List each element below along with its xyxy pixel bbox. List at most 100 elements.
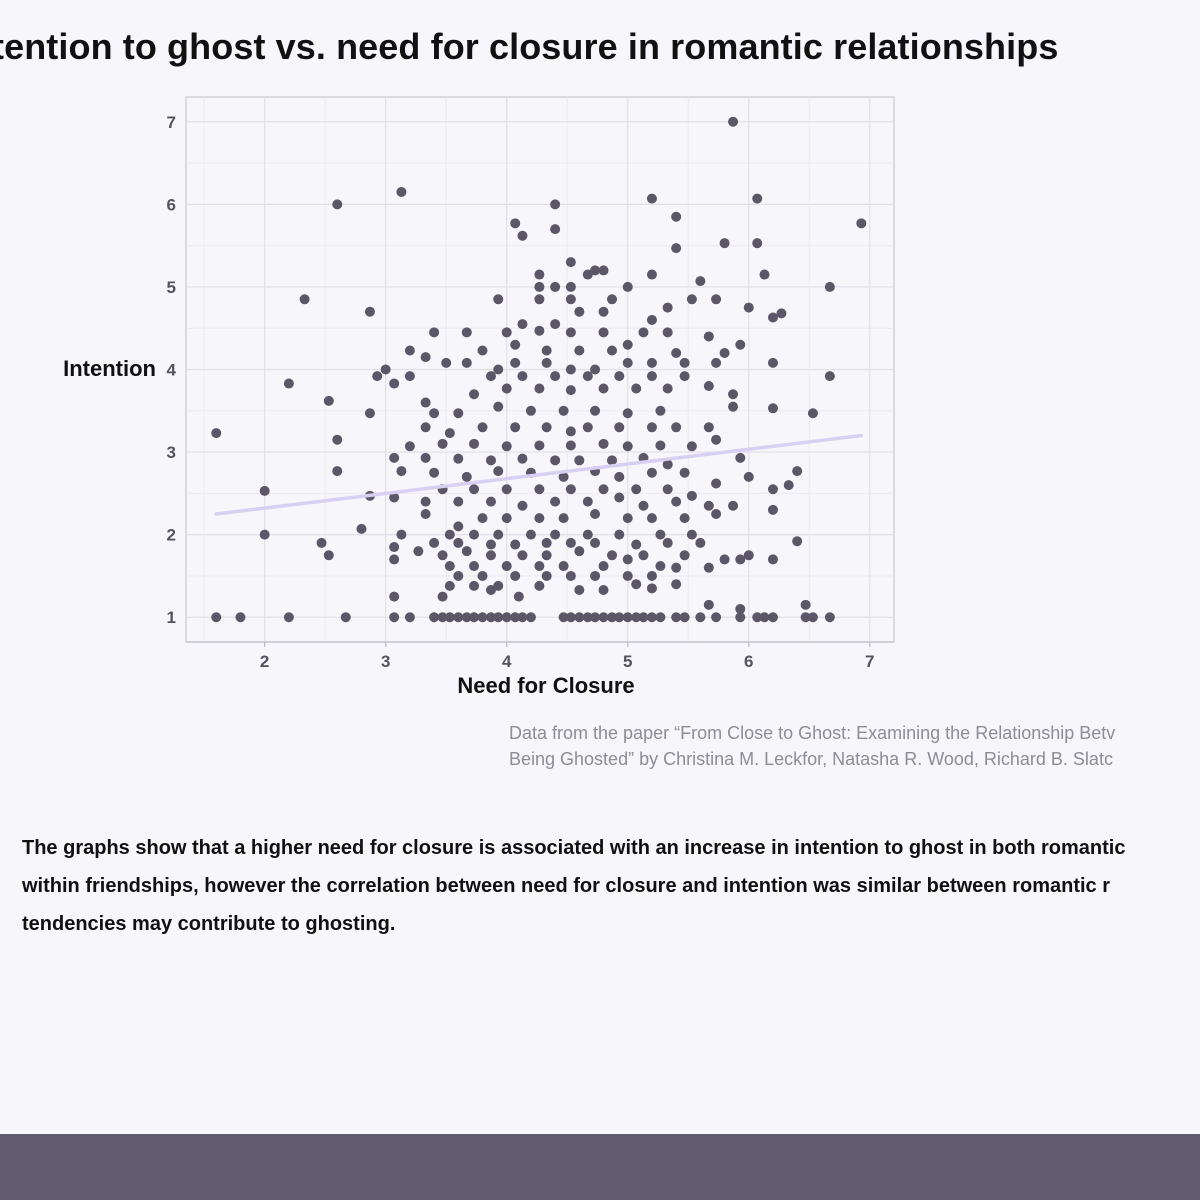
data-point	[582, 496, 593, 507]
data-point	[485, 455, 496, 466]
data-point	[767, 484, 778, 495]
data-point	[655, 405, 666, 416]
data-point	[517, 453, 528, 464]
data-point	[259, 485, 270, 496]
data-point	[340, 612, 351, 623]
data-point	[453, 496, 464, 507]
data-point	[646, 269, 657, 280]
data-point	[807, 408, 818, 419]
data-point	[510, 422, 521, 433]
data-point	[752, 193, 763, 204]
data-point	[695, 537, 706, 548]
data-point	[679, 371, 690, 382]
data-point	[662, 484, 673, 495]
data-point	[469, 612, 480, 623]
data-point	[550, 319, 561, 330]
data-point	[517, 500, 528, 511]
data-point	[565, 294, 576, 305]
data-point	[590, 265, 601, 276]
data-point	[671, 612, 682, 623]
data-point	[598, 484, 609, 495]
data-point	[513, 591, 524, 602]
data-point	[389, 452, 400, 463]
data-point	[614, 612, 625, 623]
x-tick-label: 3	[381, 652, 390, 671]
data-point	[501, 484, 512, 495]
data-point	[485, 612, 496, 623]
data-point	[646, 467, 657, 478]
data-point	[856, 218, 867, 229]
data-point	[800, 599, 811, 610]
data-point	[510, 539, 521, 550]
data-point	[671, 579, 682, 590]
data-point	[534, 440, 545, 451]
data-point	[631, 484, 642, 495]
data-point	[501, 441, 512, 452]
data-point	[607, 612, 618, 623]
data-point	[558, 561, 569, 572]
data-point	[444, 612, 455, 623]
data-point	[711, 478, 722, 489]
data-point	[453, 408, 464, 419]
data-point	[655, 529, 666, 540]
data-point	[767, 403, 778, 414]
data-point	[453, 521, 464, 532]
data-point	[389, 492, 400, 503]
data-point	[582, 529, 593, 540]
data-point	[598, 383, 609, 394]
data-point	[501, 513, 512, 524]
data-point	[646, 193, 657, 204]
data-point	[469, 389, 480, 400]
data-point	[655, 612, 666, 623]
data-point	[517, 319, 528, 330]
data-point	[679, 612, 690, 623]
data-point	[356, 523, 367, 534]
data-point	[558, 471, 569, 482]
data-point	[477, 422, 488, 433]
data-point	[444, 580, 455, 591]
data-point	[493, 612, 504, 623]
data-point	[558, 513, 569, 524]
data-point	[686, 441, 697, 452]
data-point	[493, 364, 504, 375]
data-point	[735, 612, 746, 623]
data-point	[631, 539, 642, 550]
data-point	[767, 357, 778, 368]
data-point	[396, 186, 407, 197]
data-point	[510, 570, 521, 581]
data-point	[752, 238, 763, 249]
data-point	[525, 612, 536, 623]
data-point	[429, 612, 440, 623]
data-point	[622, 408, 633, 419]
data-point	[534, 269, 545, 280]
data-point	[453, 453, 464, 464]
data-point	[510, 218, 521, 229]
data-point	[598, 265, 609, 276]
data-point	[485, 550, 496, 561]
data-point	[638, 500, 649, 511]
data-point	[598, 612, 609, 623]
data-point	[541, 345, 552, 356]
data-point	[638, 612, 649, 623]
data-point	[622, 570, 633, 581]
data-point	[404, 612, 415, 623]
data-point	[590, 405, 601, 416]
data-point	[316, 537, 327, 548]
data-point	[614, 529, 625, 540]
data-point	[703, 381, 714, 392]
data-point	[574, 584, 585, 595]
data-point	[534, 294, 545, 305]
data-point	[558, 405, 569, 416]
data-point	[437, 438, 448, 449]
data-point	[703, 500, 714, 511]
data-point	[420, 452, 431, 463]
data-point	[550, 199, 561, 210]
data-point	[752, 612, 763, 623]
data-point	[671, 211, 682, 222]
data-point	[517, 612, 528, 623]
data-point	[662, 459, 673, 470]
data-point	[444, 529, 455, 540]
data-point	[565, 537, 576, 548]
data-point	[441, 357, 452, 368]
